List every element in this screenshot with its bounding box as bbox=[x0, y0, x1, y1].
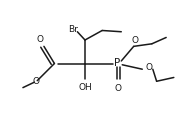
Text: O: O bbox=[37, 35, 44, 44]
Text: O: O bbox=[146, 64, 152, 72]
Text: O: O bbox=[33, 77, 40, 86]
Text: Br: Br bbox=[69, 25, 79, 34]
Text: OH: OH bbox=[78, 83, 92, 92]
Text: O: O bbox=[131, 36, 138, 45]
Text: O: O bbox=[115, 84, 122, 93]
Text: P: P bbox=[114, 59, 121, 68]
